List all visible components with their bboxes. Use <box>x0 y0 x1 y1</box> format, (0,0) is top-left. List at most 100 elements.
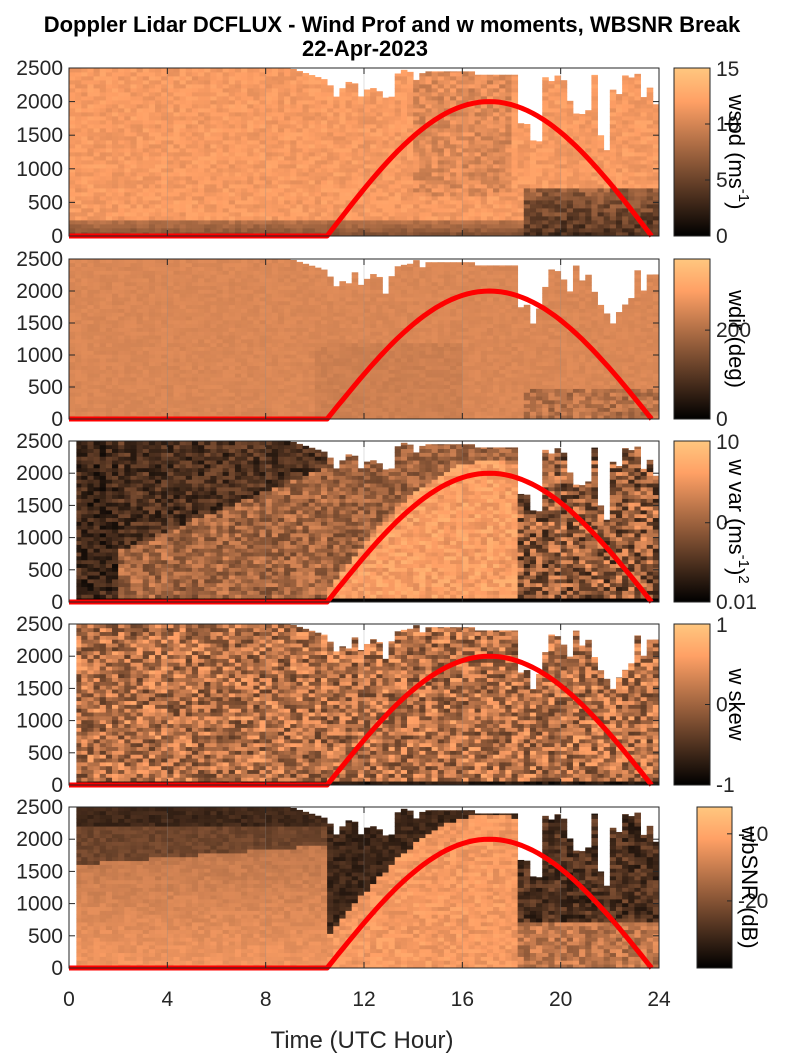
heatmap-cell <box>124 112 131 116</box>
heatmap-cell <box>124 216 131 220</box>
heatmap-cell <box>210 80 217 84</box>
heatmap-cell <box>235 339 242 343</box>
heatmap-cell <box>118 168 125 172</box>
heatmap-cell <box>266 204 273 208</box>
heatmap-cell <box>235 128 242 132</box>
heatmap-cell <box>247 80 254 84</box>
heatmap-cell <box>333 160 340 164</box>
heatmap-cell <box>186 216 193 220</box>
heatmap-cell <box>370 96 377 100</box>
heatmap-cell <box>358 228 365 232</box>
heatmap-cell <box>327 204 334 208</box>
heatmap-cell <box>180 136 187 140</box>
heatmap-cell <box>432 156 439 160</box>
heatmap-cell <box>468 220 475 224</box>
heatmap-cell <box>229 358 236 362</box>
heatmap-cell <box>75 184 82 188</box>
heatmap-cell <box>167 274 174 278</box>
heatmap-cell <box>167 196 174 200</box>
heatmap-cell <box>161 72 168 76</box>
heatmap-cell <box>653 220 660 224</box>
heatmap-cell <box>352 184 359 188</box>
heatmap-cell <box>542 152 549 156</box>
heatmap-cell <box>235 404 242 408</box>
heatmap-cell <box>75 259 82 263</box>
heatmap-cell <box>223 289 230 293</box>
heatmap-cell <box>499 220 506 224</box>
heatmap-cell <box>604 200 611 204</box>
heatmap-cell <box>438 212 445 216</box>
heatmap-cell <box>155 72 162 76</box>
heatmap-cell <box>647 88 654 92</box>
heatmap-cell <box>401 168 408 172</box>
heatmap-cell <box>339 168 346 172</box>
heatmap-cell <box>425 204 432 208</box>
heatmap-cell <box>444 96 451 100</box>
heatmap-cell <box>303 96 310 100</box>
heatmap-cell <box>112 377 119 381</box>
heatmap-cell <box>573 164 580 168</box>
heatmap-cell <box>106 220 113 224</box>
heatmap-cell <box>87 196 94 200</box>
heatmap-cell <box>210 316 217 320</box>
heatmap-cell <box>198 128 205 132</box>
heatmap-cell <box>653 228 660 232</box>
heatmap-cell <box>505 196 512 200</box>
heatmap-cell <box>266 208 273 212</box>
heatmap-cell <box>192 96 199 100</box>
heatmap-cell <box>585 124 592 128</box>
heatmap-cell <box>75 316 82 320</box>
heatmap-cell <box>303 208 310 212</box>
heatmap-cell <box>192 400 199 404</box>
heatmap-cell <box>180 267 187 271</box>
heatmap-cell <box>130 270 137 274</box>
heatmap-cell <box>309 228 316 232</box>
heatmap-cell <box>561 84 568 88</box>
heatmap-cell <box>622 140 629 144</box>
heatmap-cell <box>155 228 162 232</box>
heatmap-cell <box>124 160 131 164</box>
heatmap-cell <box>100 267 107 271</box>
heatmap-cell <box>641 188 648 192</box>
heatmap-cell <box>401 104 408 108</box>
heatmap-cell <box>555 76 562 77</box>
heatmap-cell <box>450 76 457 80</box>
heatmap-cell <box>118 84 125 88</box>
heatmap-cell <box>130 392 137 396</box>
heatmap-cell <box>69 228 76 232</box>
heatmap-cell <box>167 305 174 309</box>
heatmap-cell <box>481 200 488 204</box>
heatmap-cell <box>456 124 463 128</box>
heatmap-cell <box>481 152 488 156</box>
heatmap-cell <box>309 116 316 120</box>
heatmap-cell <box>450 172 457 176</box>
heatmap-cell <box>401 200 408 204</box>
heatmap-cell <box>118 328 125 332</box>
heatmap-cell <box>641 144 648 148</box>
heatmap-cell <box>364 224 371 228</box>
heatmap-cell <box>155 152 162 156</box>
heatmap-cell <box>75 224 82 228</box>
heatmap-cell <box>167 76 174 80</box>
heatmap-cell <box>210 148 217 152</box>
heatmap-cell <box>241 156 248 160</box>
heatmap-cell <box>143 377 150 381</box>
heatmap-cell <box>75 116 82 120</box>
heatmap-cell <box>303 73 310 76</box>
heatmap-cell <box>87 116 94 120</box>
heatmap-cell <box>167 312 174 316</box>
heatmap-cell <box>210 305 217 309</box>
heatmap-cell <box>622 168 629 172</box>
heatmap-cell <box>235 358 242 362</box>
heatmap-cell <box>358 200 365 204</box>
heatmap-cell <box>456 92 463 96</box>
heatmap-cell <box>198 301 205 305</box>
heatmap-cell <box>198 184 205 188</box>
heatmap-cell <box>124 212 131 216</box>
heatmap-cell <box>481 180 488 184</box>
heatmap-cell <box>487 156 494 160</box>
heatmap-cell <box>573 160 580 164</box>
heatmap-cell <box>180 68 187 72</box>
heatmap-cell <box>321 116 328 120</box>
heatmap-cell <box>475 176 482 180</box>
